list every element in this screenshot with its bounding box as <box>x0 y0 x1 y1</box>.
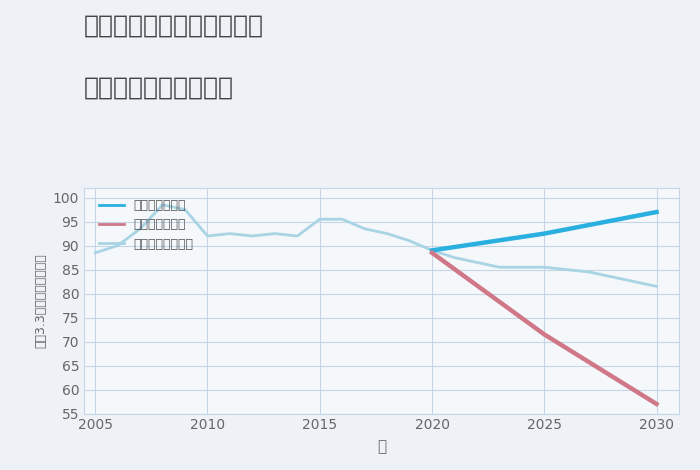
X-axis label: 年: 年 <box>377 439 386 454</box>
Y-axis label: 坪（3.3㎡）単価（万円）: 坪（3.3㎡）単価（万円） <box>34 253 47 348</box>
Legend: グッドシナリオ, バッドシナリオ, ノーマルシナリオ: グッドシナリオ, バッドシナリオ, ノーマルシナリオ <box>94 194 199 256</box>
Text: 中古戸建ての価格推移: 中古戸建ての価格推移 <box>84 75 234 99</box>
Text: 兵庫県姫路市広畑区本町の: 兵庫県姫路市広畑区本町の <box>84 14 264 38</box>
